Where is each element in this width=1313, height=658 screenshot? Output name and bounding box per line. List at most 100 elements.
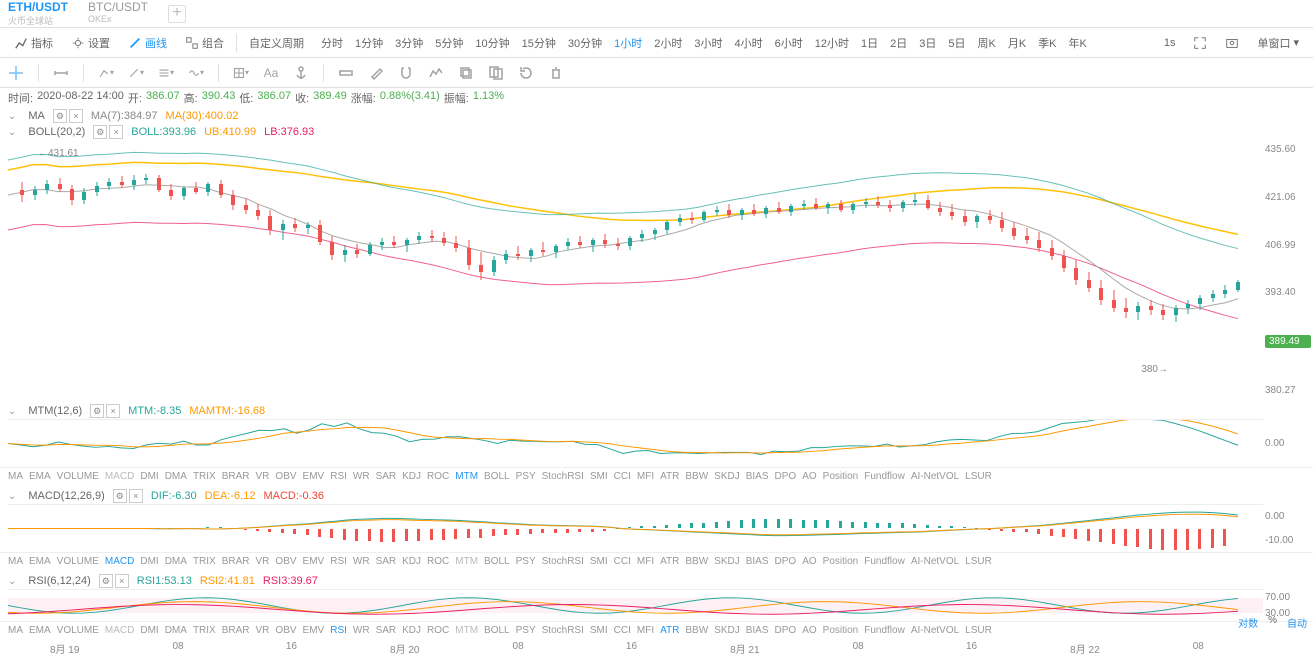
timeframe-option[interactable]: 季K [1033, 33, 1061, 53]
mtm-settings-icon[interactable]: ⚙ [90, 404, 104, 418]
indicator-option[interactable]: DMA [165, 471, 187, 482]
indicator-option[interactable]: DPO [775, 625, 797, 636]
indicator-option[interactable]: BBW [685, 556, 708, 567]
indicator-option[interactable]: PSY [516, 471, 536, 482]
timeframe-option[interactable]: 30分钟 [563, 33, 607, 53]
indicator-option[interactable]: BIAS [746, 556, 769, 567]
indicator-option[interactable]: CCI [614, 625, 631, 636]
indicator-option[interactable]: AI-NetVOL [911, 471, 959, 482]
interval-display[interactable]: 1s [1158, 35, 1182, 51]
indicator-option[interactable]: OBV [275, 625, 296, 636]
collapse-icon[interactable]: ⌄ [8, 111, 16, 122]
indicator-option[interactable]: KDJ [402, 471, 421, 482]
indicator-option[interactable]: WR [353, 625, 370, 636]
indicator-option[interactable]: VR [256, 625, 270, 636]
timeframe-option[interactable]: 1日 [856, 33, 883, 53]
indicator-option[interactable]: BRAR [222, 471, 250, 482]
indicator-option[interactable]: CCI [614, 556, 631, 567]
indicator-option[interactable]: VOLUME [57, 556, 99, 567]
symbol-tab[interactable]: ETH/USDT火币全球站 [8, 0, 68, 27]
boll-close-icon[interactable]: × [109, 125, 123, 139]
indicator-option[interactable]: Fundflow [864, 471, 905, 482]
fullscreen-button[interactable] [1187, 34, 1213, 52]
rsi-panel[interactable]: 70.0030.00 [8, 589, 1263, 621]
timeframe-option[interactable]: 年K [1064, 33, 1092, 53]
indicator-option[interactable]: TRIX [193, 556, 216, 567]
timeframe-option[interactable]: 月K [1003, 33, 1031, 53]
indicator-option[interactable]: Position [823, 471, 859, 482]
window-mode-button[interactable]: 单窗口▾ [1251, 33, 1305, 53]
indicator-option[interactable]: VOLUME [57, 625, 99, 636]
indicator-button[interactable]: 指标 [8, 33, 59, 53]
indicator-option[interactable]: ATR [660, 471, 679, 482]
indicator-option[interactable]: Fundflow [864, 556, 905, 567]
indicator-option[interactable]: AO [802, 471, 816, 482]
combo-button[interactable]: 组合 [179, 33, 230, 53]
indicator-option[interactable]: BOLL [484, 471, 510, 482]
add-tab-button[interactable]: + [168, 5, 186, 23]
indicator-option[interactable]: WR [353, 471, 370, 482]
timeframe-option[interactable]: 5日 [943, 33, 970, 53]
indicator-option[interactable]: BBW [685, 625, 708, 636]
indicator-option[interactable]: SKDJ [714, 556, 740, 567]
rsi-close-icon[interactable]: × [115, 574, 129, 588]
ma-settings-icon[interactable]: ⚙ [53, 109, 67, 123]
indicator-option[interactable]: SAR [376, 471, 397, 482]
timeframe-option[interactable]: 分时 [316, 33, 348, 53]
indicator-option[interactable]: SKDJ [714, 471, 740, 482]
reset-icon[interactable] [518, 65, 534, 81]
indicator-option[interactable]: TRIX [193, 625, 216, 636]
indicator-option[interactable]: LSUR [965, 625, 992, 636]
macd-close-icon[interactable]: × [129, 489, 143, 503]
indicator-option[interactable]: DMA [165, 556, 187, 567]
indicator-option[interactable]: RSI [330, 556, 347, 567]
duplicate-icon[interactable] [488, 65, 504, 81]
ruler-icon[interactable] [338, 65, 354, 81]
indicator-option[interactable]: LSUR [965, 556, 992, 567]
crosshair-tool-icon[interactable] [8, 65, 24, 81]
indicator-option[interactable]: BIAS [746, 471, 769, 482]
indicator-option[interactable]: AI-NetVOL [911, 556, 959, 567]
wave-icon[interactable]: ▾ [188, 65, 204, 81]
indicator-option[interactable]: EMV [303, 556, 325, 567]
indicator-option[interactable]: AO [802, 625, 816, 636]
log-scale-toggle[interactable]: 对数 [1238, 615, 1258, 630]
custom-period-button[interactable]: 自定义周期 [243, 33, 310, 53]
indicator-option[interactable]: BRAR [222, 556, 250, 567]
indicator-option[interactable]: ROC [427, 471, 449, 482]
indicator-option[interactable]: ROC [427, 625, 449, 636]
mtm-panel[interactable]: 0.00 [8, 419, 1263, 467]
indicator-option[interactable]: SKDJ [714, 625, 740, 636]
indicator-option[interactable]: BOLL [484, 556, 510, 567]
anchor-icon[interactable] [293, 65, 309, 81]
indicator-option[interactable]: RSI [330, 625, 347, 636]
indicator-option[interactable]: BIAS [746, 625, 769, 636]
timeframe-option[interactable]: 1分钟 [350, 33, 388, 53]
timeframe-option[interactable]: 15分钟 [517, 33, 561, 53]
indicator-option[interactable]: DMI [140, 556, 158, 567]
indicator-option[interactable]: BOLL [484, 625, 510, 636]
mtm-close-icon[interactable]: × [106, 404, 120, 418]
percent-toggle[interactable]: % [1268, 615, 1277, 630]
trash-icon[interactable] [548, 65, 564, 81]
indicator-option[interactable]: PSY [516, 625, 536, 636]
indicator-option[interactable]: TRIX [193, 471, 216, 482]
layers-icon[interactable] [458, 65, 474, 81]
indicator-option[interactable]: RSI [330, 471, 347, 482]
settings-button[interactable]: 设置 [65, 33, 116, 53]
timeframe-option[interactable]: 6小时 [770, 33, 808, 53]
text-icon[interactable]: Aa [263, 65, 279, 81]
indicator-option[interactable]: AI-NetVOL [911, 625, 959, 636]
indicator-option[interactable]: PSY [516, 556, 536, 567]
indicator-option[interactable]: EMV [303, 471, 325, 482]
indicator-option[interactable]: EMA [29, 471, 51, 482]
indicator-option[interactable]: MFI [637, 556, 654, 567]
timeframe-option[interactable]: 5分钟 [430, 33, 468, 53]
indicator-option[interactable]: MACD [105, 625, 134, 636]
indicator-option[interactable]: SMI [590, 625, 608, 636]
timeframe-option[interactable]: 3分钟 [390, 33, 428, 53]
indicator-option[interactable]: ATR [660, 625, 679, 636]
indicator-option[interactable]: DMI [140, 471, 158, 482]
brush-icon[interactable]: ▾ [128, 65, 144, 81]
timeframe-option[interactable]: 1小时 [609, 33, 647, 53]
